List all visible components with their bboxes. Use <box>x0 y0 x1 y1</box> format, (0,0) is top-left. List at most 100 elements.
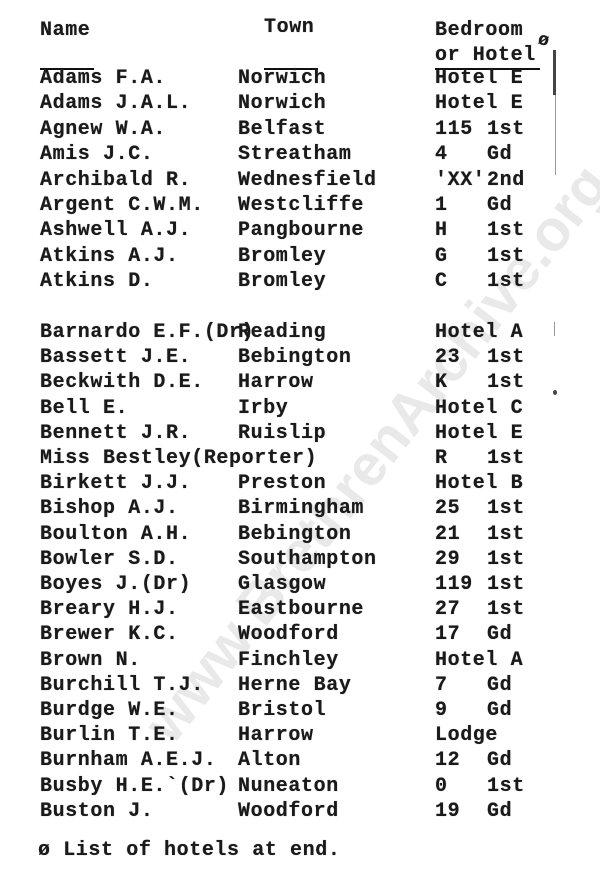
margin-mark <box>554 322 555 336</box>
town-cell: Norwich <box>238 67 327 90</box>
table-row: Bishop A.J. Birmingham 25 1st <box>0 498 600 523</box>
table-row: Bowler S.D. Southampton 29 1st <box>0 547 600 574</box>
name-cell: Adams F.A. <box>40 67 167 90</box>
column-header-room-line2: or Hotel <box>435 44 536 67</box>
town-cell: Harrow <box>238 371 314 395</box>
table-row: Barnardo E.F.(Dr) Reading Hotel A <box>0 322 600 347</box>
name-cell: Burchill T.J. <box>40 673 204 697</box>
name-cell: Bowler S.D. <box>40 547 179 571</box>
name-cell: Bassett J.E. <box>40 346 192 370</box>
name-cell: Atkins D. <box>40 270 154 294</box>
room-cell: K <box>435 371 448 395</box>
room-cell: 17 <box>435 623 461 647</box>
name-cell: Miss Bestley(Reporter) <box>40 447 318 470</box>
name-cell: Bell E. <box>40 396 129 420</box>
room-cell: 7 <box>435 673 448 697</box>
room-cell: Lodge <box>435 724 499 748</box>
town-cell: Woodford <box>238 799 339 823</box>
room-cell: 21 <box>435 522 461 546</box>
town-cell: Glasgow <box>238 573 327 596</box>
table-row: Buston J. Woodford 19 Gd <box>0 799 600 826</box>
name-cell: Ashwell A.J. <box>40 219 192 243</box>
table-row: Burdge W.E. Bristol 9 Gd <box>0 700 600 725</box>
town-cell: Bebington <box>238 522 352 546</box>
room-cell: Hotel E <box>435 421 524 445</box>
floor-cell: Gd <box>487 143 513 167</box>
town-cell: Bromley <box>238 270 327 294</box>
room-cell: 4 <box>435 143 448 167</box>
margin-mark <box>555 95 556 175</box>
table-row: Adams J.A.L. Norwich Hotel E <box>0 93 600 118</box>
table-row: Burchill T.J. Herne Bay 7 Gd <box>0 673 600 700</box>
table-row: Bell E. Irby Hotel C <box>0 396 600 423</box>
room-cell: 12 <box>435 749 461 773</box>
name-cell: Brewer K.C. <box>40 623 179 647</box>
floor-cell: 1st <box>487 497 525 521</box>
name-cell: Amis J.C. <box>40 143 154 167</box>
town-cell: Eastbourne <box>238 598 365 622</box>
room-cell: 27 <box>435 598 461 622</box>
name-cell: Barnardo E.F.(Dr) <box>40 321 255 344</box>
room-cell: 1 <box>435 194 448 217</box>
floor-cell: 1st <box>487 573 525 596</box>
table-row: Brewer K.C. Woodford 17 Gd <box>0 624 600 649</box>
town-cell: Belfast <box>238 117 327 141</box>
floor-cell: 1st <box>487 522 525 546</box>
room-cell: H <box>435 219 448 243</box>
town-cell: Norwich <box>238 92 327 116</box>
town-cell: Bristol <box>238 699 327 722</box>
floor-cell: 1st <box>487 117 525 141</box>
name-cell: Burdge W.E. <box>40 699 179 722</box>
table-row: Bennett J.R. Ruislip Hotel E <box>0 421 600 448</box>
name-cell: Bennett J.R. <box>40 421 192 445</box>
room-cell: 115 <box>435 117 473 141</box>
table-row: Adams F.A. Norwich Hotel E <box>0 68 600 93</box>
room-cell: Hotel A <box>435 648 524 672</box>
town-cell: Wednesfield <box>238 168 377 192</box>
footnote: ø List of hotels at end. <box>38 839 341 862</box>
room-cell: 119 <box>435 573 473 596</box>
table-row: Brown N. Finchley Hotel A <box>0 648 600 675</box>
floor-cell: 1st <box>487 346 525 370</box>
table-row: Busby H.E.`(Dr) Nuneaton 0 1st <box>0 774 600 801</box>
column-header-name: Name <box>40 19 91 42</box>
floor-cell: Gd <box>487 194 513 217</box>
town-cell: Woodford <box>238 623 339 647</box>
floor-cell: Gd <box>487 699 513 722</box>
name-cell: Burlin T.E. <box>40 724 179 748</box>
room-cell: Hotel E <box>435 67 524 90</box>
floor-cell: Gd <box>487 749 513 773</box>
floor-cell: Gd <box>487 623 513 647</box>
room-cell: G <box>435 244 448 268</box>
table-row: Amis J.C. Streatham 4 Gd <box>0 144 600 169</box>
floor-cell: 1st <box>487 774 525 798</box>
room-cell: 9 <box>435 699 448 722</box>
table-row: Argent C.W.M. Westcliffe 1 Gd <box>0 195 600 220</box>
floor-cell: 1st <box>487 219 525 243</box>
floor-cell: 1st <box>487 547 525 571</box>
town-cell: Pangbourne <box>238 219 365 243</box>
floor-cell: 2nd <box>487 168 525 192</box>
underline-town <box>264 68 318 70</box>
name-cell: Boulton A.H. <box>40 522 192 546</box>
town-cell: Southampton <box>238 547 377 571</box>
floor-cell: Gd <box>487 673 513 697</box>
room-cell: 0 <box>435 774 448 798</box>
table-row: Beckwith D.E. Harrow K 1st <box>0 372 600 397</box>
floor-cell: Gd <box>487 799 513 823</box>
table-row: Burnham A.E.J. Alton 12 Gd <box>0 750 600 775</box>
name-cell: Archibald R. <box>40 168 192 192</box>
name-cell: Argent C.W.M. <box>40 194 204 217</box>
margin-mark <box>553 390 557 395</box>
floor-cell: 1st <box>487 371 525 395</box>
town-cell: Irby <box>238 396 289 420</box>
room-cell: 19 <box>435 799 461 823</box>
room-cell: 23 <box>435 346 461 370</box>
room-cell: Hotel C <box>435 396 524 420</box>
name-cell: Busby H.E.`(Dr) <box>40 774 230 798</box>
name-cell: Breary H.J. <box>40 598 179 622</box>
town-cell: Reading <box>238 321 327 344</box>
footnote-symbol: ø <box>535 29 552 53</box>
town-cell: Finchley <box>238 648 339 672</box>
town-cell: Bromley <box>238 244 327 268</box>
